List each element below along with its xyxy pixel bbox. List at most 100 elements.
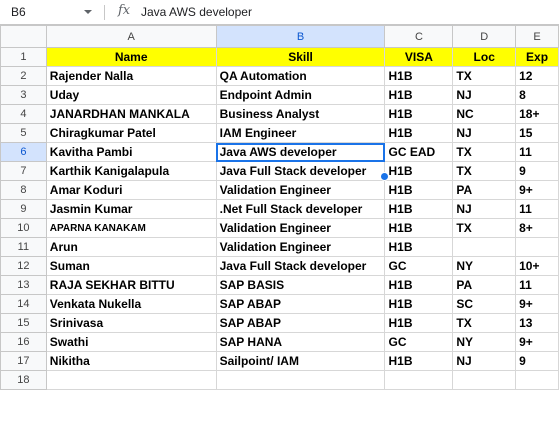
- row-header[interactable]: 13: [0, 275, 47, 295]
- cell-a13[interactable]: RAJA SEKHAR BITTU: [45, 275, 217, 295]
- cell-c18[interactable]: [384, 370, 454, 390]
- cell-e4[interactable]: 18+: [515, 104, 559, 124]
- cell-b14[interactable]: SAP ABAP: [215, 294, 386, 314]
- cell-e13[interactable]: 11: [515, 275, 559, 295]
- cell-c10[interactable]: H1B: [384, 218, 454, 238]
- cell-c4[interactable]: H1B: [384, 104, 454, 124]
- cell-a8[interactable]: Amar Koduri: [45, 180, 217, 200]
- cell-b11[interactable]: Validation Engineer: [215, 237, 386, 257]
- cell-e18[interactable]: [515, 370, 559, 390]
- cell-c16[interactable]: GC: [384, 332, 454, 352]
- row-header[interactable]: 9: [0, 199, 47, 219]
- cell-c7[interactable]: H1B: [384, 161, 454, 181]
- cell-a17[interactable]: Nikitha: [45, 351, 217, 371]
- cell-e16[interactable]: 9+: [515, 332, 559, 352]
- cell-e6[interactable]: 11: [515, 142, 559, 162]
- cell-a18[interactable]: [45, 370, 217, 390]
- cell-d6[interactable]: TX: [452, 142, 517, 162]
- cell-b12[interactable]: Java Full Stack developer: [215, 256, 386, 276]
- cell-a16[interactable]: Swathi: [45, 332, 217, 352]
- cell-e3[interactable]: 8: [515, 85, 559, 105]
- column-header-e[interactable]: E: [515, 25, 559, 48]
- cell-d9[interactable]: NJ: [452, 199, 517, 219]
- cell-c14[interactable]: H1B: [384, 294, 454, 314]
- cell-c1[interactable]: VISA: [384, 47, 454, 67]
- cell-d17[interactable]: NJ: [452, 351, 517, 371]
- cell-e12[interactable]: 10+: [515, 256, 559, 276]
- row-header[interactable]: 10: [0, 218, 47, 238]
- cell-b15[interactable]: SAP ABAP: [215, 313, 386, 333]
- column-header-b[interactable]: B: [215, 25, 386, 48]
- cell-a10[interactable]: APARNA KANAKAM: [45, 218, 217, 238]
- cell-d5[interactable]: NJ: [452, 123, 517, 143]
- cell-d3[interactable]: NJ: [452, 85, 517, 105]
- cell-b1[interactable]: Skill: [215, 47, 386, 67]
- cell-c12[interactable]: GC: [384, 256, 454, 276]
- cell-b17[interactable]: Sailpoint/ IAM: [215, 351, 386, 371]
- row-header[interactable]: 2: [0, 66, 47, 86]
- cell-a5[interactable]: Chiragkumar Patel: [45, 123, 217, 143]
- row-header[interactable]: 8: [0, 180, 47, 200]
- cell-d13[interactable]: PA: [452, 275, 517, 295]
- cell-c13[interactable]: H1B: [384, 275, 454, 295]
- column-header-a[interactable]: A: [45, 25, 217, 48]
- cell-b4[interactable]: Business Analyst: [215, 104, 386, 124]
- cell-a3[interactable]: Uday: [45, 85, 217, 105]
- cell-c17[interactable]: H1B: [384, 351, 454, 371]
- cell-e7[interactable]: 9: [515, 161, 559, 181]
- formula-input[interactable]: Java AWS developer: [141, 5, 252, 19]
- column-header-c[interactable]: C: [384, 25, 454, 48]
- cell-e5[interactable]: 15: [515, 123, 559, 143]
- cell-c3[interactable]: H1B: [384, 85, 454, 105]
- cell-b13[interactable]: SAP BASIS: [215, 275, 386, 295]
- column-header-d[interactable]: D: [452, 25, 517, 48]
- cell-a2[interactable]: Rajender Nalla: [45, 66, 217, 86]
- cell-e9[interactable]: 11: [515, 199, 559, 219]
- cell-c5[interactable]: H1B: [384, 123, 454, 143]
- cell-b7[interactable]: Java Full Stack developer: [215, 161, 386, 181]
- cell-e11[interactable]: [515, 237, 559, 257]
- cell-d4[interactable]: NC: [452, 104, 517, 124]
- row-header[interactable]: 7: [0, 161, 47, 181]
- cell-a1[interactable]: Name: [45, 47, 217, 67]
- cell-b10[interactable]: Validation Engineer: [215, 218, 386, 238]
- cell-d18[interactable]: [452, 370, 517, 390]
- cell-a4[interactable]: JANARDHAN MANKALA: [45, 104, 217, 124]
- row-header[interactable]: 18: [0, 370, 47, 390]
- cell-e17[interactable]: 9: [515, 351, 559, 371]
- cell-b16[interactable]: SAP HANA: [215, 332, 386, 352]
- cell-a9[interactable]: Jasmin Kumar: [45, 199, 217, 219]
- row-header[interactable]: 16: [0, 332, 47, 352]
- row-header[interactable]: 4: [0, 104, 47, 124]
- cell-e15[interactable]: 13: [515, 313, 559, 333]
- cell-c8[interactable]: H1B: [384, 180, 454, 200]
- row-header[interactable]: 3: [0, 85, 47, 105]
- cell-b5[interactable]: IAM Engineer: [215, 123, 386, 143]
- cell-a6[interactable]: Kavitha Pambi: [45, 142, 217, 162]
- cell-e1[interactable]: Exp: [515, 47, 559, 67]
- cell-c2[interactable]: H1B: [384, 66, 454, 86]
- cell-a14[interactable]: Venkata Nukella: [45, 294, 217, 314]
- cell-c11[interactable]: H1B: [384, 237, 454, 257]
- chevron-down-icon[interactable]: [84, 8, 92, 16]
- cell-b18[interactable]: [215, 370, 386, 390]
- cell-d10[interactable]: TX: [452, 218, 517, 238]
- row-header[interactable]: 1: [0, 47, 47, 67]
- cell-a11[interactable]: Arun: [45, 237, 217, 257]
- row-header[interactable]: 15: [0, 313, 47, 333]
- row-header[interactable]: 5: [0, 123, 47, 143]
- cell-d15[interactable]: TX: [452, 313, 517, 333]
- row-header[interactable]: 11: [0, 237, 47, 257]
- cell-a12[interactable]: Suman: [45, 256, 217, 276]
- cell-e8[interactable]: 9+: [515, 180, 559, 200]
- cell-b8[interactable]: Validation Engineer: [215, 180, 386, 200]
- cell-e10[interactable]: 8+: [515, 218, 559, 238]
- cell-b9[interactable]: .Net Full Stack developer: [215, 199, 386, 219]
- cell-a7[interactable]: Karthik Kanigalapula: [45, 161, 217, 181]
- fill-handle[interactable]: [380, 172, 389, 181]
- cell-d14[interactable]: SC: [452, 294, 517, 314]
- cell-d2[interactable]: TX: [452, 66, 517, 86]
- cell-d16[interactable]: NY: [452, 332, 517, 352]
- cell-d8[interactable]: PA: [452, 180, 517, 200]
- cell-b6[interactable]: Java AWS developer: [215, 142, 386, 162]
